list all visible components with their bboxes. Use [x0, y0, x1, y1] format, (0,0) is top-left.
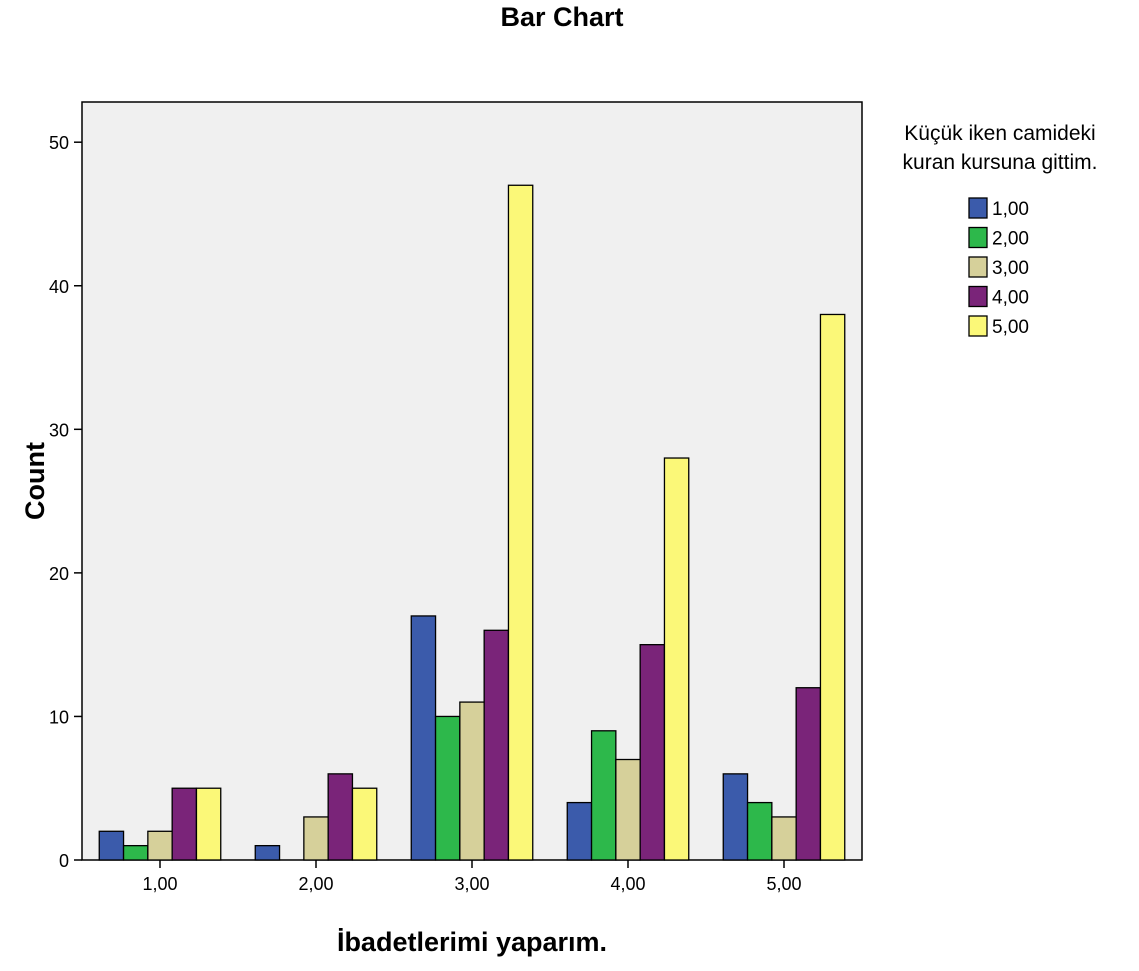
bar: [195, 787, 222, 861]
chart-title: Bar Chart: [500, 2, 623, 32]
x-tick-label: 5,00: [766, 874, 801, 894]
y-tick-label: 50: [49, 133, 69, 153]
x-tick-label: 4,00: [610, 874, 645, 894]
legend-swatch: [968, 226, 988, 249]
legend-swatch: [968, 315, 988, 337]
bar: [459, 701, 485, 861]
bar: [351, 787, 378, 861]
legend-swatch: [968, 256, 988, 278]
bar: [819, 313, 846, 861]
bars-group: [98, 184, 846, 861]
bar: [98, 830, 125, 861]
legend-label: 4,00: [992, 288, 1029, 309]
bar: [771, 816, 797, 861]
bar: [615, 758, 641, 861]
bar: [254, 844, 281, 861]
legend-label: 3,00: [992, 258, 1029, 279]
y-tick-label: 40: [49, 277, 69, 297]
bar: [663, 457, 690, 861]
bar: [795, 687, 822, 861]
bar: [171, 787, 198, 861]
bar: [327, 773, 354, 861]
bar: [746, 801, 773, 861]
bar: [410, 615, 437, 861]
x-tick-label: 3,00: [454, 874, 489, 894]
x-axis: 1,00 2,00 3,00 4,00 5,00: [142, 860, 802, 894]
x-tick-label: 2,00: [298, 874, 333, 894]
bar: [122, 844, 149, 861]
bar: [483, 629, 510, 861]
bar: [303, 816, 329, 861]
bar: [566, 801, 593, 861]
legend-label: 2,00: [992, 229, 1029, 250]
y-axis: 0 10 20 30 40 50: [49, 133, 82, 871]
legend-title-line-1: Küçük iken camideki: [904, 122, 1095, 145]
y-tick-label: 30: [49, 420, 69, 440]
legend-swatch: [968, 197, 988, 219]
legend-title-line-2: kuran kursuna gittim.: [903, 151, 1098, 174]
y-tick-label: 10: [49, 707, 69, 727]
bar: [722, 773, 749, 861]
legend-label: 5,00: [992, 317, 1029, 338]
y-tick-label: 0: [59, 851, 69, 871]
legend-swatch: [968, 285, 988, 308]
bar: [434, 715, 461, 861]
legend-label: 1,00: [992, 199, 1029, 220]
y-tick-label: 20: [49, 564, 69, 584]
bar: [590, 730, 617, 861]
bar: [147, 830, 173, 861]
bar: [507, 184, 534, 861]
legend: Küçük iken camideki kuran kursuna gittim…: [903, 122, 1098, 338]
y-axis-label: Count: [20, 442, 50, 520]
x-axis-label: İbadetlerimi yaparım.: [337, 927, 607, 957]
bar: [639, 644, 666, 861]
x-tick-label: 1,00: [142, 874, 177, 894]
